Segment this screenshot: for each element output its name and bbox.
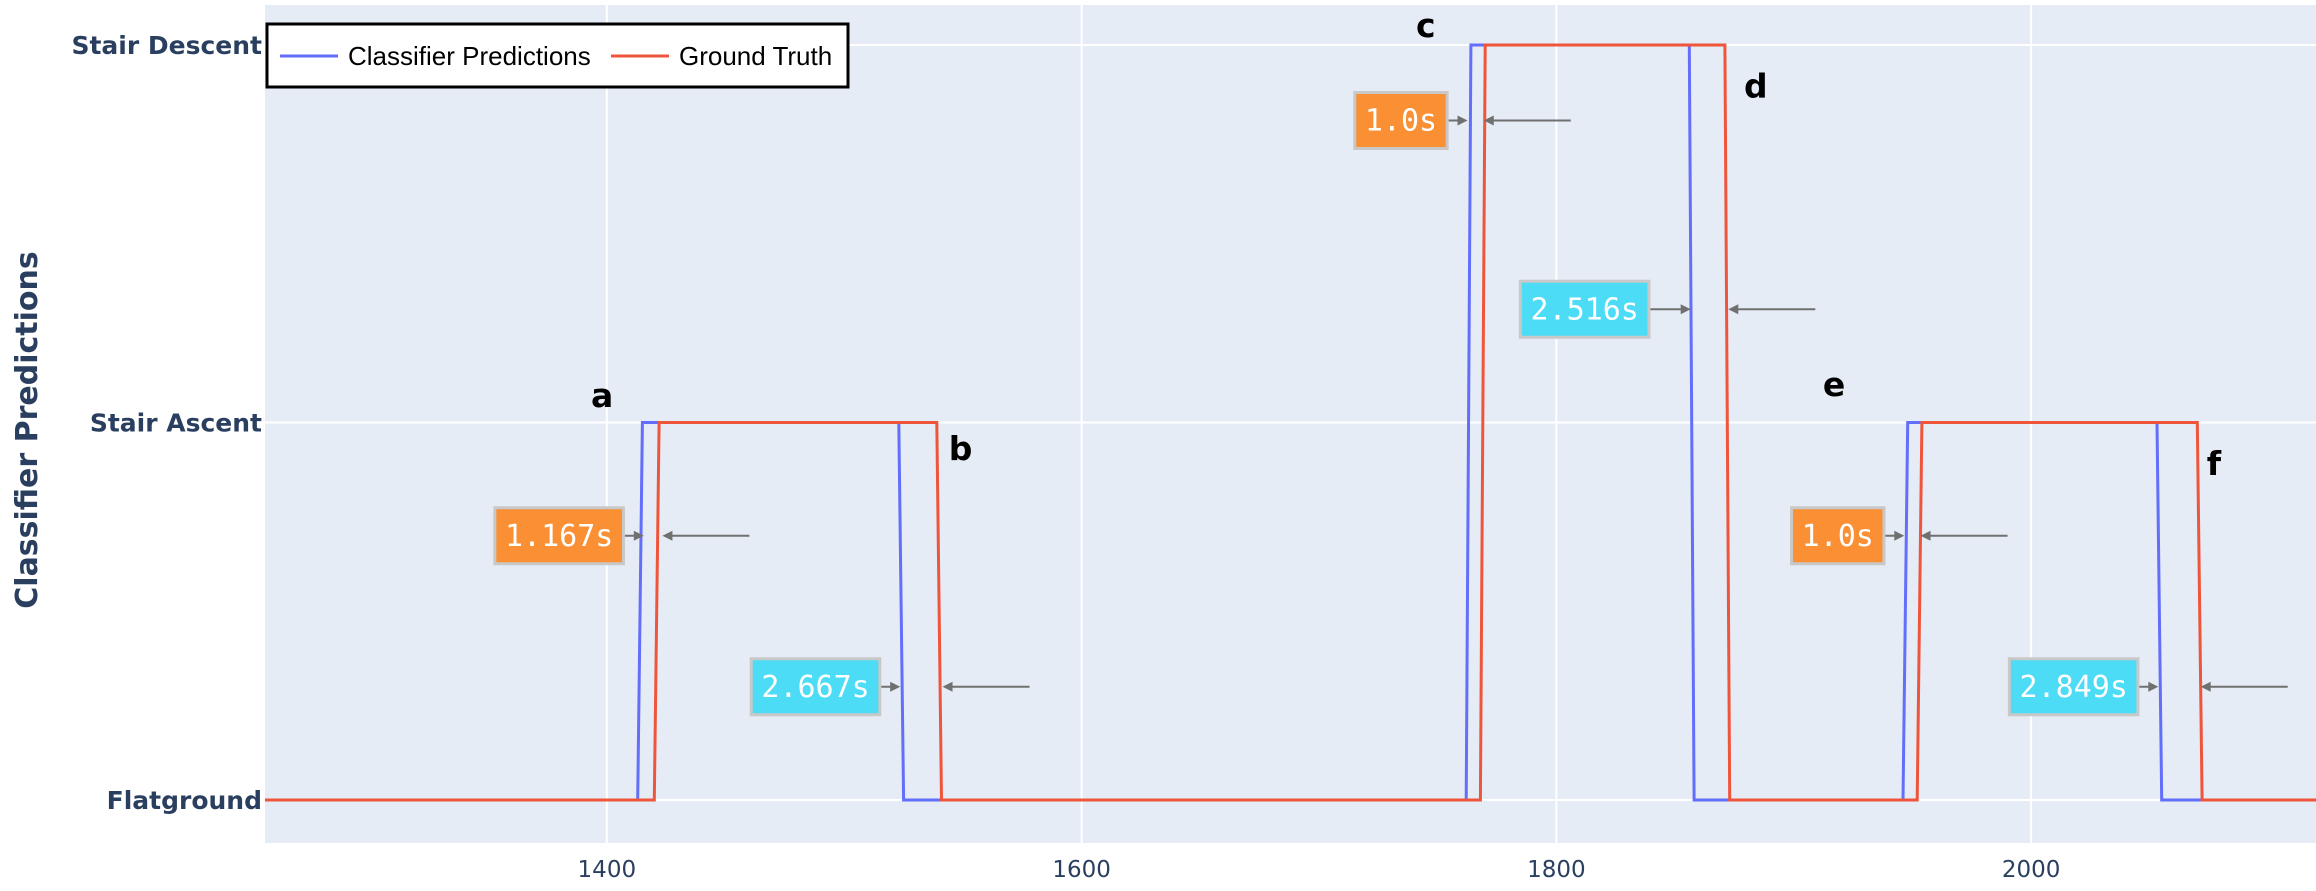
annotation-label: 2.516s <box>1530 292 1638 327</box>
y-tick-labels: Flatground Stair Ascent Stair Descent <box>71 31 262 815</box>
point-label: c <box>1416 6 1436 45</box>
point-label: f <box>2207 444 2222 483</box>
point-labels: a b c d e f <box>591 6 2222 483</box>
annotation-box <box>749 657 882 717</box>
annotation-arrowhead <box>1457 115 1468 126</box>
legend-label: Classifier Predictions <box>348 41 591 71</box>
annotation-arrowhead <box>662 530 673 541</box>
annotation-box <box>1353 91 1449 150</box>
annotation-arrowhead <box>942 681 953 692</box>
legend-label: Ground Truth <box>679 41 832 71</box>
annotation-label: 1.0s <box>1802 519 1874 554</box>
point-label: a <box>591 376 613 415</box>
annotation-box <box>1518 279 1651 339</box>
annotations: 1.167s 2.667s 1.0s 2.516s 1.0s 2.849s <box>493 91 2288 717</box>
series-line <box>265 43 2316 802</box>
point-label: b <box>949 429 973 468</box>
annotation-arrowhead <box>633 530 644 541</box>
annotation-arrowhead <box>1483 115 1494 126</box>
legend-box <box>265 22 850 89</box>
x-tick-label: 1400 <box>578 857 637 883</box>
annotation-label: 2.667s <box>761 670 869 705</box>
annotation-label: 1.167s <box>505 519 613 554</box>
y-tick-label: Stair Ascent <box>90 409 262 438</box>
x-tick-label: 1600 <box>1052 857 1111 883</box>
x-tick-labels: 1400 1600 1800 2000 <box>578 857 2061 883</box>
y-tick-label: Flatground <box>107 786 262 815</box>
annotation-box <box>2007 657 2140 717</box>
annotation-arrowhead <box>2148 681 2159 692</box>
x-tick-label: 1800 <box>1527 857 1586 883</box>
annotation-arrowhead <box>2200 681 2211 692</box>
annotation-box <box>493 506 625 566</box>
annotation-arrowhead <box>1894 530 1905 541</box>
y-tick-label: Stair Descent <box>71 31 262 60</box>
y-axis-title: Classifier Predictions <box>10 251 45 608</box>
legend: Classifier Predictions Ground Truth <box>265 22 850 89</box>
annotation-arrowhead <box>1920 530 1931 541</box>
annotation-arrowhead <box>890 681 901 692</box>
annotation-box <box>1790 506 1886 566</box>
point-label: e <box>1823 365 1845 404</box>
x-tick-label: 2000 <box>2002 857 2061 883</box>
series-lines <box>265 43 2316 802</box>
point-label: d <box>1744 67 1768 106</box>
annotation-label: 1.0s <box>1365 104 1437 139</box>
annotation-arrowhead <box>1728 304 1739 315</box>
annotation-label: 2.849s <box>2019 670 2127 705</box>
annotation-arrowhead <box>1680 304 1691 315</box>
